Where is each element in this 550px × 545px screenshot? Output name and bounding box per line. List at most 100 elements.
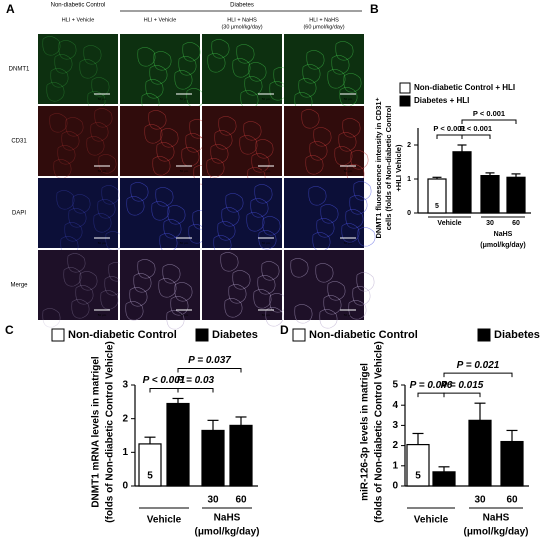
cell-outline (156, 142, 175, 162)
legend-label: Non-diabetic Control + HLI (414, 83, 515, 92)
cell-outline (79, 59, 98, 79)
significance-bracket (417, 392, 445, 398)
cell-outline (262, 216, 281, 236)
cell-outline (356, 272, 375, 292)
group-label: Vehicle (437, 220, 461, 227)
legend-swatch (399, 82, 411, 94)
scale-bar-label: 50 μm (98, 169, 107, 173)
cell-outline (207, 53, 226, 73)
cell-outline (64, 222, 83, 242)
cell-outline (72, 194, 91, 214)
micrograph (284, 106, 364, 176)
y-tick-label: 1 (407, 176, 411, 183)
cell-outline (125, 301, 144, 321)
n-label: 6 (460, 203, 464, 210)
cell-outline (126, 196, 145, 216)
cell-outline (309, 141, 328, 161)
cell-outline (163, 219, 182, 239)
cell-outline (61, 131, 80, 151)
bar (452, 151, 472, 214)
y-axis-label: miR-126-3p levels in matrigel (360, 363, 371, 501)
significance-bracket (177, 387, 214, 393)
y-tick-label: 1 (122, 447, 128, 458)
micrograph (120, 106, 200, 176)
significance-bracket (149, 387, 179, 393)
cell-outline (298, 78, 317, 98)
legend-swatch (399, 95, 411, 107)
cell-outline (158, 278, 177, 298)
n-label: 5 (238, 471, 244, 482)
cell-outline (159, 233, 178, 253)
cell-outline (257, 275, 276, 295)
bar (229, 424, 253, 487)
y-tick-label: 2 (392, 440, 398, 451)
cell-outline (98, 154, 117, 174)
micrograph (202, 178, 282, 248)
cell-outline (178, 56, 197, 76)
bar (468, 419, 492, 487)
panel-letter: D (280, 323, 289, 337)
legend-label: Diabetes (494, 329, 540, 341)
cell-outline (182, 42, 201, 62)
y-axis-label: DNMT1 mRNA levels in matrigel (91, 356, 102, 508)
micrograph (38, 250, 118, 320)
bar (506, 176, 526, 214)
cell-outline (90, 122, 109, 142)
cell-outline (101, 185, 120, 205)
p-value: P = 0.03 (177, 375, 215, 386)
cell-outline (210, 144, 229, 164)
cell-outline (133, 273, 152, 293)
cell-outline (357, 227, 376, 247)
cell-outline (68, 208, 87, 228)
cell-outline (50, 68, 69, 88)
scale-bar-label: 50 μm (180, 313, 189, 317)
y-tick-label: 2 (122, 413, 128, 424)
cell-outline (255, 139, 274, 159)
cell-outline (301, 109, 320, 129)
scale-bar-label: 50 μm (344, 169, 353, 173)
cell-outline (49, 113, 68, 133)
y-tick-label: 2 (407, 142, 411, 149)
cell-outline (153, 51, 172, 71)
cell-outline (224, 298, 243, 318)
cell-outline (83, 45, 102, 65)
scale-bar-label: 50 μm (98, 97, 107, 101)
legend-swatch (51, 328, 65, 342)
y-tick-label: 5 (392, 380, 398, 391)
cell-outline (145, 79, 164, 99)
cell-outline (313, 127, 332, 147)
cell-outline (67, 253, 86, 273)
cell-outline (160, 128, 179, 148)
cell-outline (94, 108, 113, 128)
micrograph (284, 250, 364, 320)
y-axis-label: (folds of Non-diabetic Control Vehicle) (105, 341, 116, 523)
cell-outline (331, 55, 350, 75)
cell-outline (290, 258, 309, 278)
p-value: P = 0.015 (441, 380, 484, 391)
cell-outline (302, 64, 321, 84)
cell-outline (181, 147, 200, 167)
column-header: HLI + NaHS (227, 17, 257, 23)
group-sublabel: (μmol/kg/day) (480, 242, 526, 249)
cell-outline (335, 41, 354, 61)
column-header: HLI + Vehicle (144, 17, 177, 23)
cell-outline (323, 295, 342, 315)
y-tick-label: 4 (392, 400, 398, 411)
cell-outline (149, 65, 168, 85)
x-tick-label: 30 (207, 495, 219, 506)
micrograph (38, 34, 118, 104)
row-label: DNMT1 (9, 67, 30, 73)
cell-outline (217, 221, 236, 241)
column-header: (30 μmol/kg/day) (221, 24, 262, 30)
cell-outline (100, 290, 119, 310)
bar (427, 178, 447, 214)
bar (500, 440, 524, 487)
cell-outline (316, 218, 335, 238)
y-tick-label: 0 (122, 481, 128, 492)
y-axis-label: +HLI Vehicle) (394, 144, 403, 191)
cell-outline (65, 117, 84, 137)
n-label: 5 (509, 471, 515, 482)
cell-outline (86, 136, 105, 156)
scale-bar-label: 50 μm (262, 169, 271, 173)
group-label: NaHS (483, 513, 510, 524)
